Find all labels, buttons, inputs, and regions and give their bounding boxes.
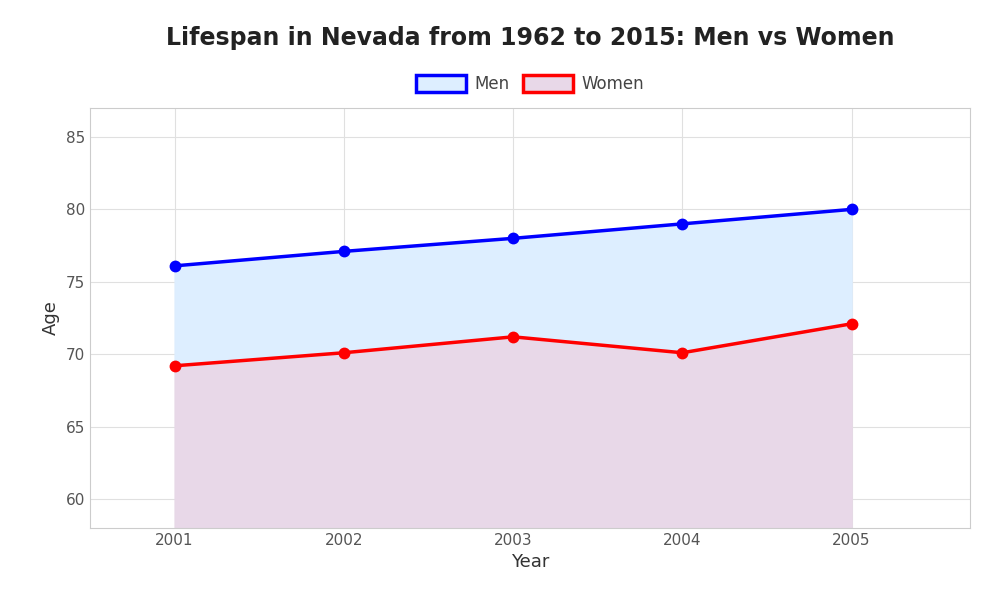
X-axis label: Year: Year (511, 553, 549, 571)
Y-axis label: Age: Age (42, 301, 60, 335)
Title: Lifespan in Nevada from 1962 to 2015: Men vs Women: Lifespan in Nevada from 1962 to 2015: Me… (166, 26, 894, 50)
Legend: Men, Women: Men, Women (409, 68, 651, 100)
